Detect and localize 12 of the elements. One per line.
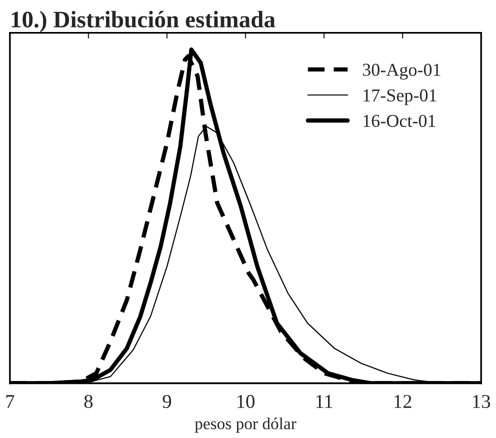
x-tick-label: 7	[6, 395, 14, 408]
chart-title: 10.) Distribución estimada	[12, 10, 276, 32]
legend-label: 16-Oct-01	[364, 114, 436, 128]
x-tick-label: 12	[394, 394, 412, 408]
x-tick-label: 11	[316, 395, 332, 408]
x-tick-label: 13	[473, 394, 490, 408]
legend-label: 17-Sep-01	[364, 89, 436, 106]
legend-label: 30-Ago-01	[362, 64, 440, 80]
x-axis-title: pesos por dólar	[194, 418, 296, 433]
x-tick-label: 9	[162, 394, 172, 408]
x-tick-label: 8	[84, 394, 93, 408]
x-tick-label: 10	[238, 394, 254, 408]
